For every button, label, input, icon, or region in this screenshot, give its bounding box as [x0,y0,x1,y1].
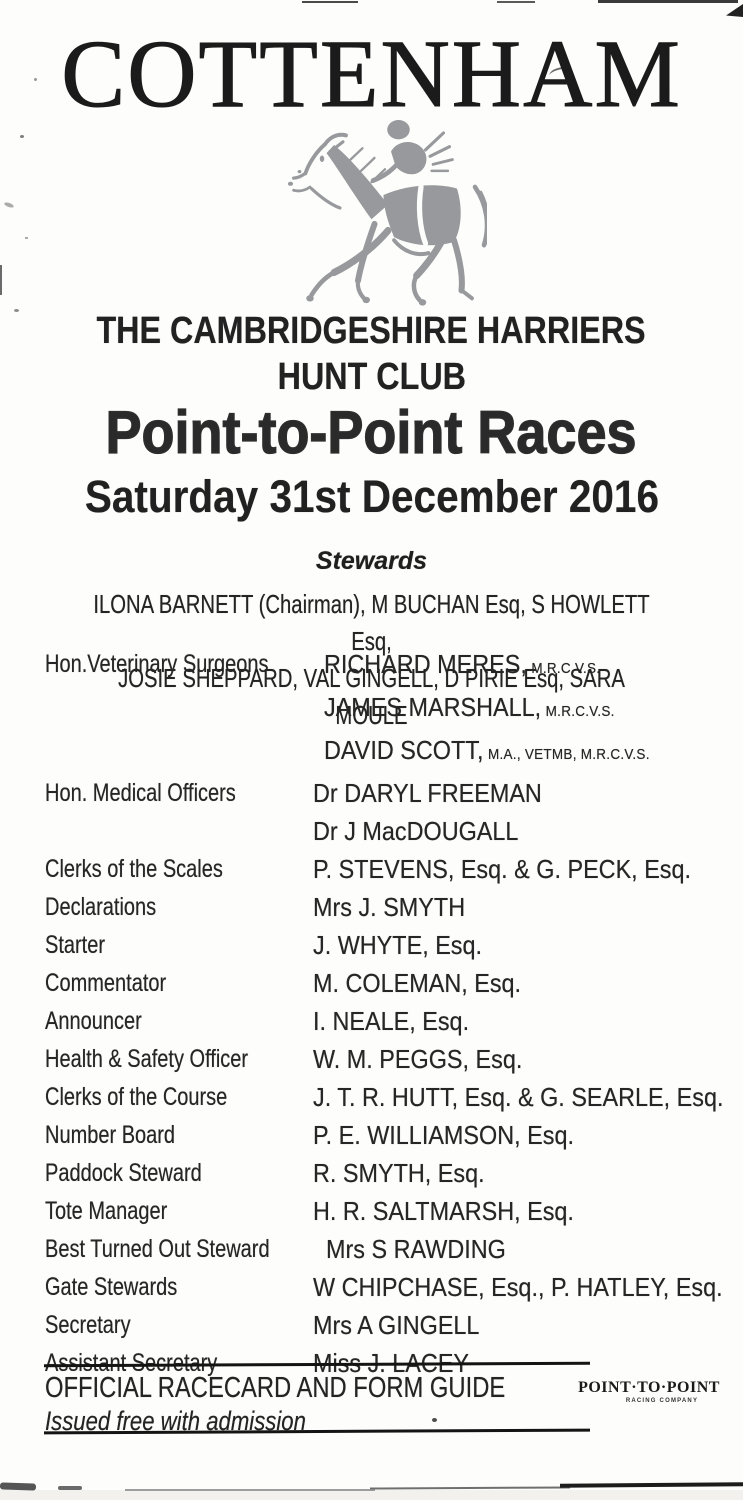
official-label: Clerks of the Course [45,1083,228,1111]
official-value: Mrs A GINGELL [313,1310,480,1340]
official-row: Clerks of the Scales P. STEVENS, Esq. & … [45,850,727,888]
official-row: Clerks of the Course J. T. R. HUTT, Esq.… [45,1078,727,1116]
official-label: Hon. Medical Officers [45,779,236,807]
scan-artifact-bottom-blob [0,1482,37,1491]
official-value: Dr J MacDOUGALL [313,816,519,846]
scan-artifact-top-line [598,0,738,3]
official-label: Number Board [45,1121,176,1149]
official-row: Starter J. WHYTE, Esq. [45,926,727,964]
official-value: Mrs S RAWDING [325,1234,506,1264]
club-line2: HUNT CLUB [277,356,466,398]
official-label: Best Turned Out Steward [45,1235,270,1263]
official-row: Tote Manager H. R. SALTMARSH, Esq. [45,1192,727,1230]
scan-speck [3,201,15,209]
official-row: Number Board P. E. WILLIAMSON, Esq. [45,1116,727,1154]
scan-artifact-corner [726,4,743,17]
official-row: Declarations Mrs J. SMYTH [45,888,727,926]
official-label: Gate Stewards [45,1273,178,1301]
stewards-line2: JOSIE SHEPPARD, VAL GINGELL, D PIRIE Esq… [118,663,625,730]
point-to-point-logo: POINT·TO·POINT RACING COMPANY [574,1379,724,1404]
event-date: Saturday 31st December 2016 [84,471,659,522]
official-value: I. NEALE, Esq. [313,1006,470,1036]
credential-suffix: M.R.C.V.S. [531,660,601,677]
official-row: Health & Safety Officer W. M. PEGGS, Esq… [45,1040,727,1078]
club-heading: THE CAMBRIDGESHIRE HARRIERS HUNT CLUB [0,308,743,400]
point-to-point-logo-text: POINT·TO·POINT [578,1379,720,1396]
footer-racecard-title: OFFICIAL RACECARD AND FORM GUIDE [45,1372,506,1404]
official-row: Paddock Steward R. SMYTH, Esq. [45,1154,727,1192]
official-value: Mrs J. SMYTH [313,892,466,922]
scan-artifact-bottom-band [0,1490,743,1500]
scan-artifact-top-line [302,1,358,3]
scan-speck [432,1418,437,1422]
official-row: Secretary Mrs A GINGELL [45,1306,727,1344]
official-row: Hon. Medical Officers Dr DARYL FREEMAN D… [45,774,727,850]
official-values: RICHARD MERES, M.R.C.V.S. JAMES MARSHALL,… [324,645,727,774]
stewards-heading: Stewards [315,547,428,575]
event-heading: Point-to-Point Races [105,398,637,466]
official-value: J. T. R. HUTT, Esq. & G. SEARLE, Esq. [313,1082,724,1112]
official-label: Clerks of the Scales [45,855,223,883]
scan-artifact-bottom-line [125,1489,375,1491]
official-value: P. STEVENS, Esq. & G. PECK, Esq. [313,854,692,884]
scan-artifact-bottom-line [369,1486,571,1490]
official-value: H. R. SALTMARSH, Esq. [313,1196,574,1226]
page-title: COTTENHAM [61,20,682,127]
officials-list: Hon.Veterinary Surgeons RICHARD MERES, M.… [45,645,727,1382]
credential-suffix: M.A., VETMB, M.R.C.V.S. [488,746,651,763]
official-value: P. E. WILLIAMSON, Esq. [313,1120,574,1150]
stewards-line1: ILONA BARNETT (Chairman), M BUCHAN Esq, … [93,589,650,656]
official-label: Declarations [45,893,157,921]
official-label: Health & Safety Officer [45,1045,249,1073]
official-value: W CHIPCHASE, Esq., P. HATLEY, Esq. [313,1272,723,1302]
horse-and-jockey-icon [287,120,491,306]
official-label: Commentator [45,969,167,997]
official-value: JAMES MARSHALL, M.R.C.V.S. [324,692,615,722]
scan-speck [0,265,2,295]
scan-artifact-bottom-blob [58,1486,82,1490]
official-value: W. M. PEGGS, Esq. [313,1044,523,1074]
official-row: Gate Stewards W CHIPCHASE, Esq., P. HATL… [45,1268,727,1306]
official-label: Tote Manager [45,1197,168,1225]
scan-artifact-bottom-line [559,1482,743,1488]
official-value: J. WHYTE, Esq. [313,930,483,960]
horse-and-jockey-illustration [262,116,491,308]
official-row: Announcer I. NEALE, Esq. [45,1002,727,1040]
credential-suffix: M.R.C.V.S. [546,703,615,720]
scan-speck [20,135,24,138]
scan-artifact-top-line [497,1,535,3]
official-label: Hon.Veterinary Surgeons [45,650,269,678]
official-label: Paddock Steward [45,1159,202,1187]
official-value: RICHARD MERES, M.R.C.V.S. [324,649,601,679]
point-to-point-logo-subtext: RACING COMPANY [625,1398,699,1404]
official-value: M. COLEMAN, Esq. [313,968,522,998]
stewards-names: ILONA BARNETT (Chairman), M BUCHAN Esq, … [0,586,743,734]
club-line1: THE CAMBRIDGESHIRE HARRIERS [96,310,647,352]
scan-speck [25,237,28,239]
official-row: Hon.Veterinary Surgeons RICHARD MERES, M.… [45,645,727,774]
official-row: Best Turned Out Steward Mrs S RAWDING [45,1230,727,1268]
official-row: Commentator M. COLEMAN, Esq. [45,964,727,1002]
official-label: Secretary [45,1311,131,1339]
official-label: Starter [45,931,106,959]
official-value: R. SMYTH, Esq. [313,1158,485,1188]
official-value: Dr DARYL FREEMAN [313,778,542,808]
official-label: Announcer [45,1007,142,1035]
official-value: DAVID SCOTT, M.A., VETMB, M.R.C.V.S. [324,735,651,765]
official-values: Dr DARYL FREEMAN Dr J MacDOUGALL [313,774,727,850]
